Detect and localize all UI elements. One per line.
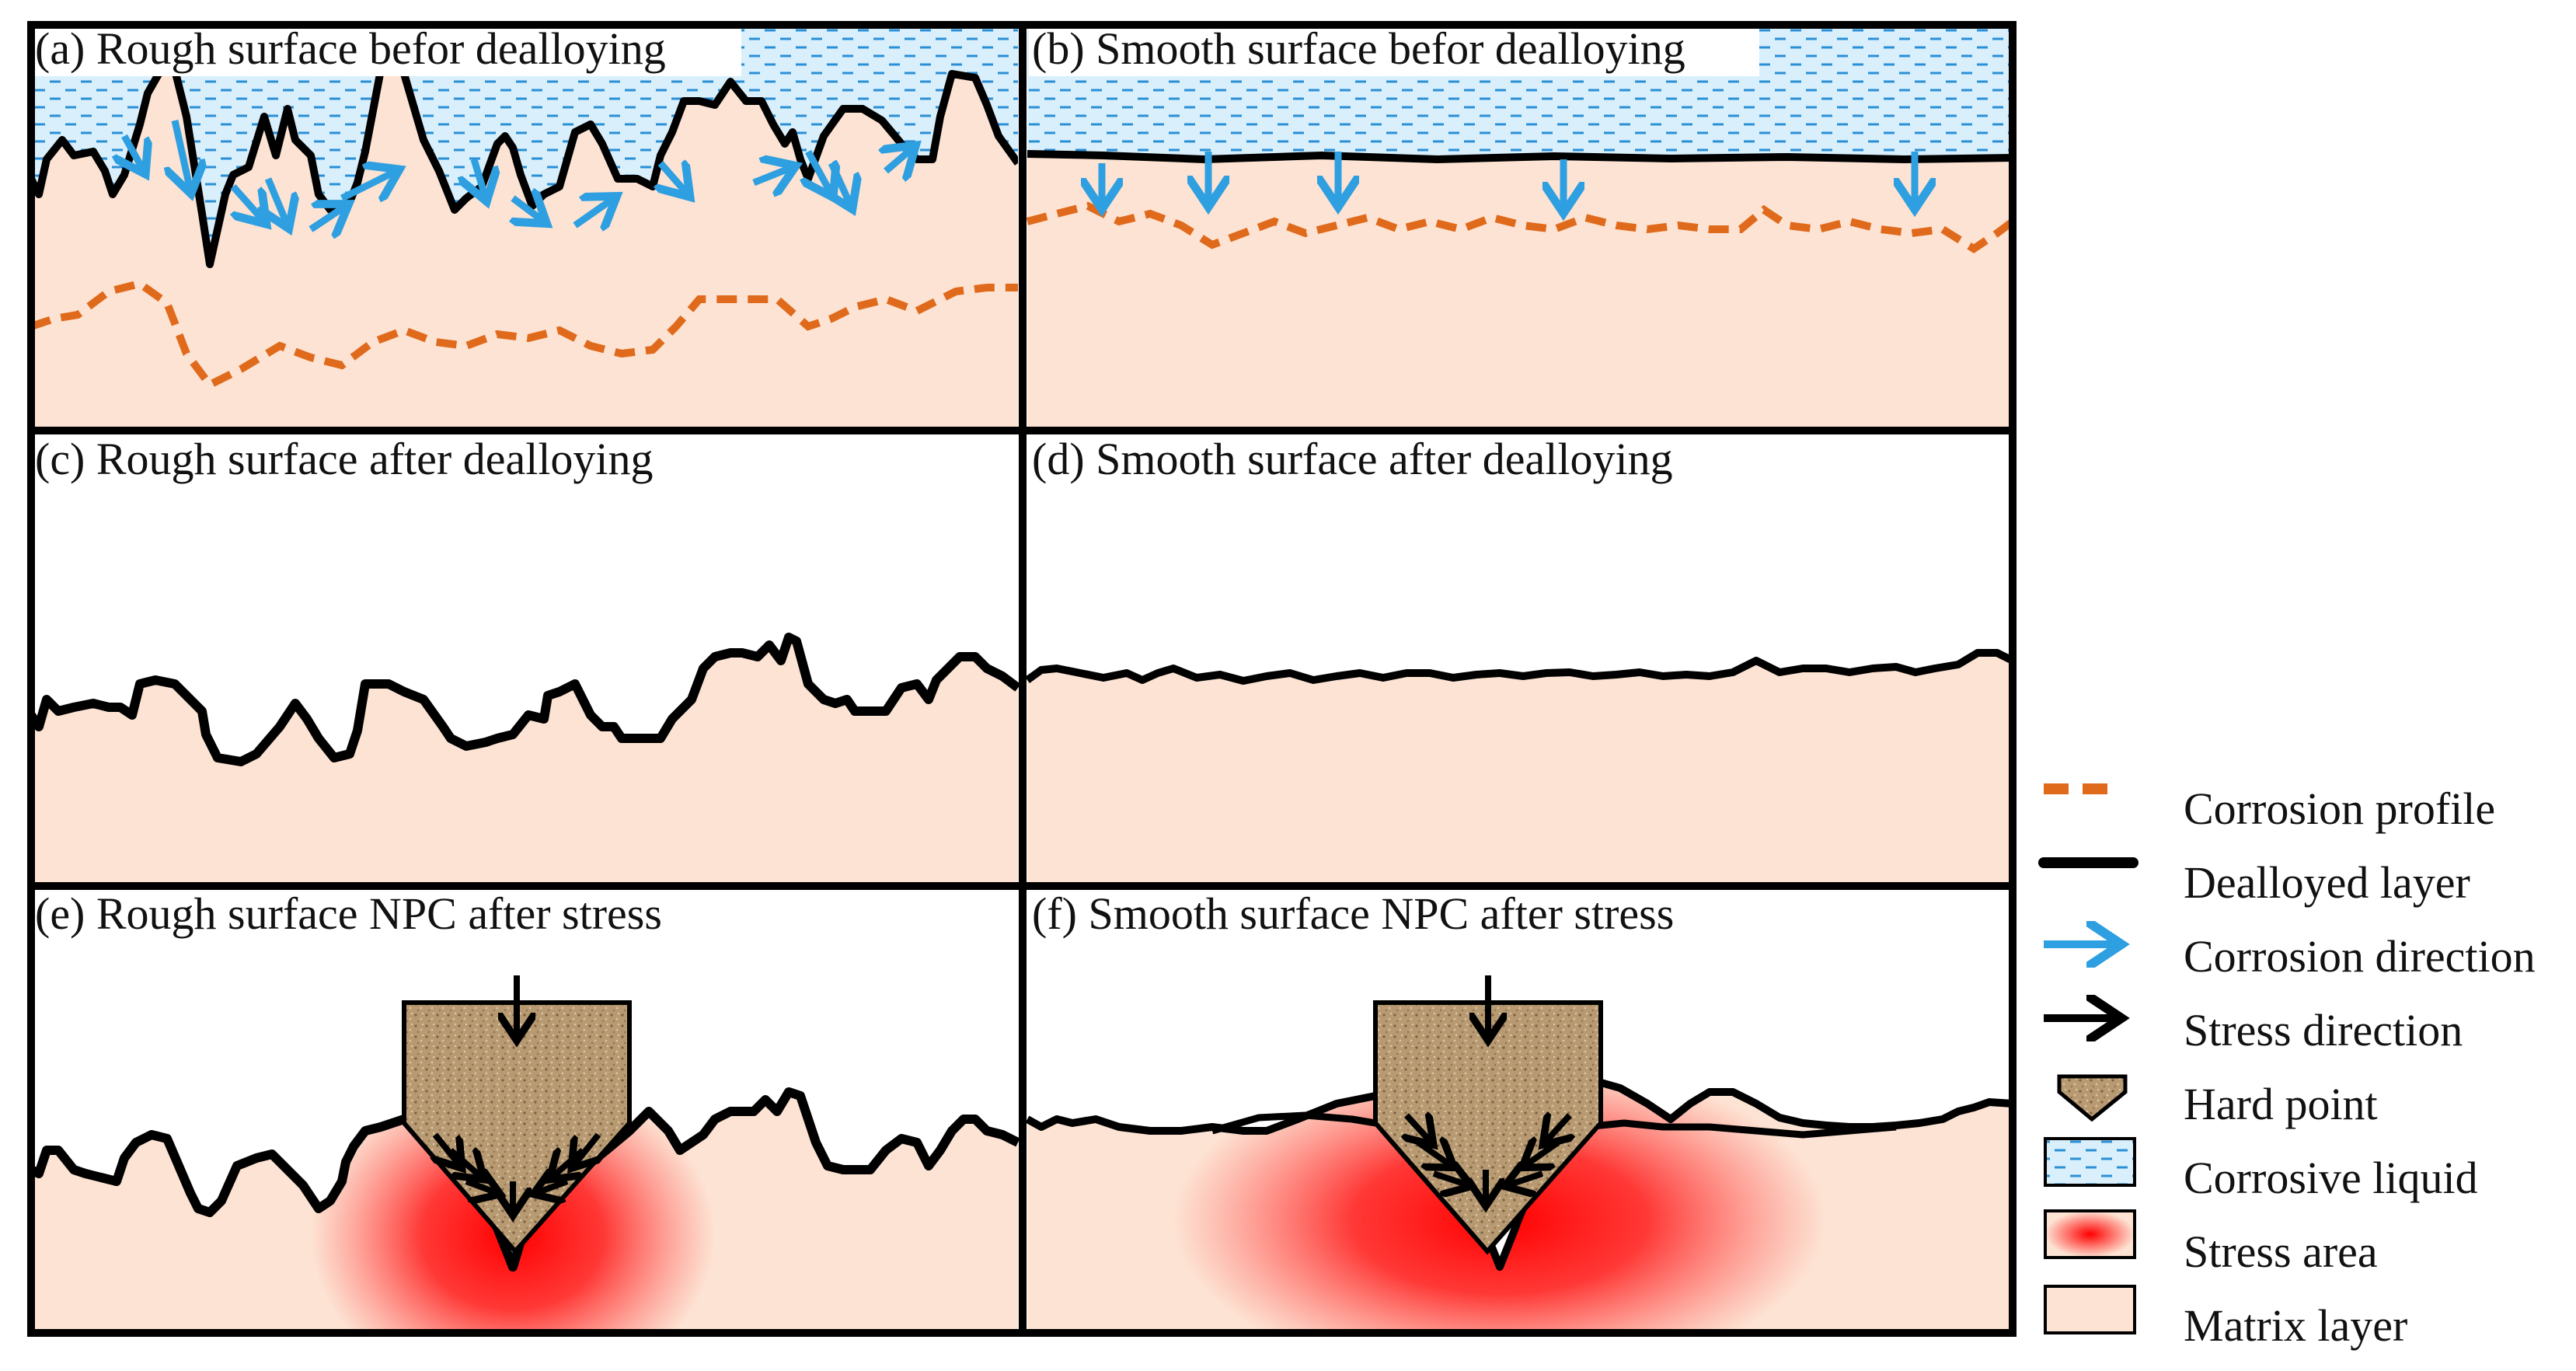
panel-d: (d) Smooth surface after dealloying	[1025, 434, 2015, 882]
hard-point-e	[402, 1000, 632, 1255]
corrosion-arrows-a	[124, 120, 913, 229]
panel-grid	[27, 21, 2017, 1337]
legend-item-corrosion-direction: Corrosion direction	[2044, 931, 2536, 982]
legend-item-matrix-layer: Matrix layer	[2044, 1285, 2407, 1351]
stress-arrows-e	[435, 975, 598, 1212]
legend-item-corrosive-liquid: Corrosive liquid	[2044, 1137, 2478, 1203]
legend-label: Corrosion direction	[2184, 931, 2536, 982]
panel-d-title: (d) Smooth surface after dealloying	[1032, 434, 1673, 484]
panel-b-title-bg	[1029, 26, 1759, 76]
dealloyed-layer-c	[27, 633, 1021, 766]
empty-space-d	[1027, 434, 2013, 681]
panel-f-title: (f) Smooth surface NPC after stress	[1032, 888, 1674, 939]
panel-b: (b) Smooth surface befor dealloying	[1026, 23, 2015, 427]
legend-label: Hard point	[2184, 1079, 2378, 1129]
legend-item-stress-direction: Stress direction	[2044, 1005, 2463, 1055]
panel-f: (f) Smooth surface NPC after stress	[1025, 888, 2013, 1333]
dealloyed-layer-a	[31, 62, 1018, 268]
panel-c: (c) Rough surface after dealloying	[27, 434, 1021, 882]
corrosion-profile-a	[30, 279, 1018, 390]
legend-label: Corrosion profile	[2184, 783, 2495, 834]
panel-e: (e) Rough surface NPC after stress	[29, 888, 1020, 1333]
dealloyed-layer-e	[29, 1087, 1020, 1272]
legend-label: Stress direction	[2184, 1005, 2463, 1055]
legend-label: Stress area	[2184, 1226, 2378, 1277]
legend-label: Dealloyed layer	[2184, 857, 2470, 908]
legend-item-hard-point: Hard point	[2057, 1074, 2378, 1129]
panel-e-title: (e) Rough surface NPC after stress	[35, 888, 662, 939]
legend-item-stress-area: Stress area	[2044, 1209, 2378, 1277]
corrosive-liquid-a	[31, 25, 1018, 264]
dealloyed-layer-b	[1027, 150, 2013, 164]
legend-item-corrosion-profile: Corrosion profile	[2044, 783, 2495, 834]
hard-point-icon	[2057, 1074, 2128, 1122]
panel-c-title: (c) Rough surface after dealloying	[35, 434, 654, 484]
legend-label: Corrosive liquid	[2184, 1153, 2478, 1203]
hard-point-f	[1373, 1000, 1603, 1255]
empty-space-c	[31, 434, 1018, 762]
panel-a-title: (a) Rough surface befor dealloying	[35, 23, 666, 74]
corrosion-arrows-b	[1102, 152, 1915, 210]
panel-a-title-bg	[33, 26, 741, 76]
legend-label: Matrix layer	[2184, 1300, 2407, 1351]
liquid-swatch-icon	[2044, 1137, 2136, 1187]
legend: Corrosion profile Dealloyed layer Corros…	[2038, 783, 2536, 1351]
corrosion-profile-b	[1026, 201, 2015, 253]
panel-b-title: (b) Smooth surface befor dealloying	[1032, 23, 1685, 74]
legend-item-dealloyed-layer: Dealloyed layer	[2038, 857, 2470, 908]
stress-arrows-f	[1407, 975, 1570, 1203]
dealloyed-layer-d	[1025, 649, 2015, 685]
stress-swatch-icon	[2044, 1209, 2136, 1259]
matrix-swatch-icon	[2044, 1285, 2136, 1334]
panel-a: (a) Rough surface befor dealloying	[30, 23, 1018, 427]
